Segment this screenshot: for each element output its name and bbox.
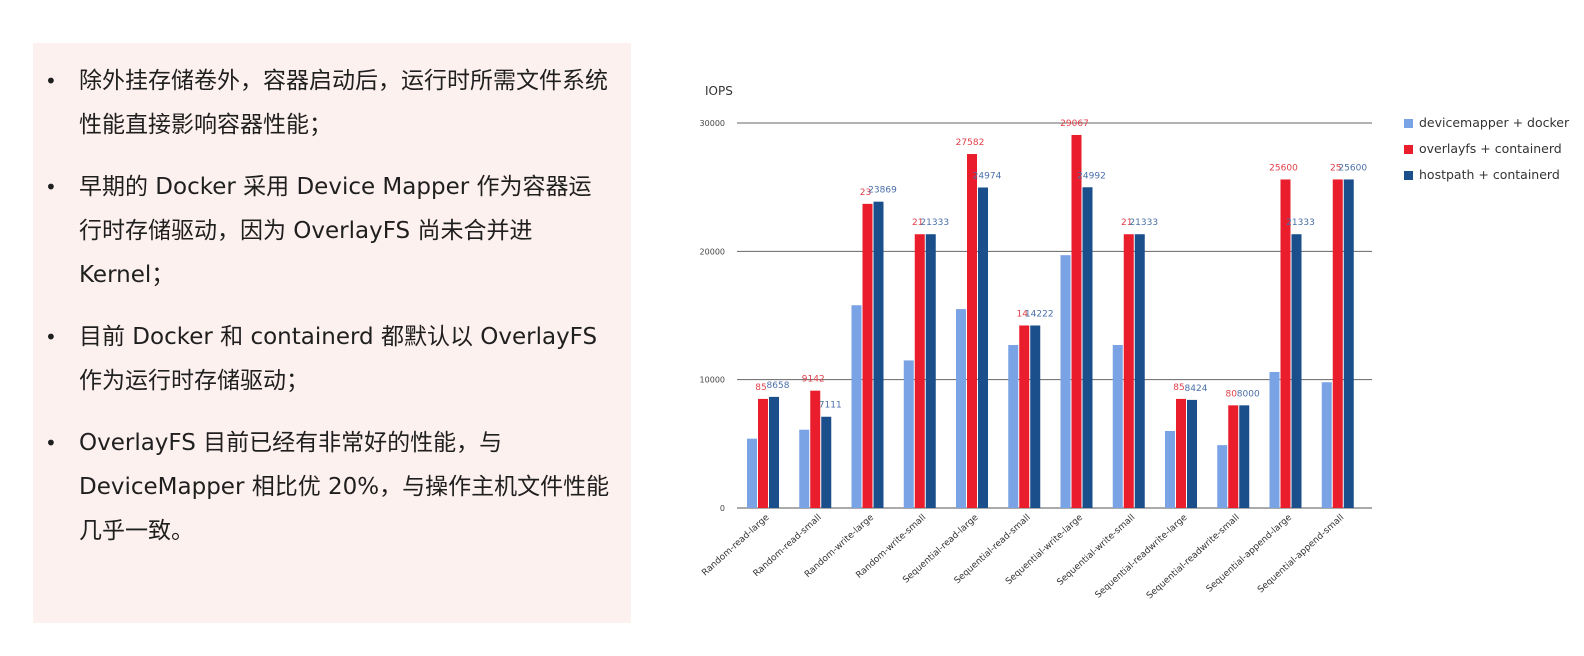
data-label: 25 — [1330, 163, 1341, 173]
bar — [1269, 371, 1280, 508]
data-label: 85 — [755, 383, 766, 393]
bar — [978, 187, 988, 508]
bar — [799, 429, 810, 508]
bar — [1019, 325, 1030, 508]
data-label: 14222 — [1025, 309, 1054, 319]
bullet-dot: • — [45, 69, 57, 93]
bullet-text: 目前 Docker 和 containerd 都默认以 OverlayFS 作为… — [79, 324, 598, 394]
legend-swatch — [1404, 171, 1413, 180]
data-label: 24974 — [973, 172, 1002, 182]
bar — [956, 309, 966, 508]
bar — [1165, 431, 1175, 508]
x-tick-label: Sequential-append-small — [1256, 513, 1346, 596]
bar — [1332, 179, 1343, 508]
data-label: 21333 — [1286, 218, 1315, 228]
bar — [967, 154, 977, 508]
bar — [1291, 234, 1302, 508]
y-tick-label: 0 — [720, 504, 725, 513]
data-label: 27582 — [956, 138, 985, 148]
bar — [1239, 405, 1250, 508]
x-tick-label: Sequential-append-large — [1205, 512, 1295, 594]
data-label: 14 — [1017, 309, 1029, 319]
data-label: 80 — [1226, 389, 1238, 399]
data-label: 7111 — [819, 401, 842, 411]
y-tick-label: 20000 — [700, 247, 725, 256]
y-axis-title: IOPS — [705, 84, 733, 98]
bar — [821, 416, 832, 508]
bullet-text: 除外挂存储卷外，容器启动后，运行时所需文件系统性能直接影响容器性能； — [79, 68, 608, 138]
bar — [769, 396, 779, 508]
bar — [1060, 255, 1071, 508]
data-label: 23 — [860, 188, 871, 198]
legend-label: overlayfs + containerd — [1419, 141, 1562, 156]
bar — [1343, 179, 1354, 508]
y-tick-label: 10000 — [700, 376, 725, 385]
data-label: 24992 — [1077, 171, 1106, 181]
bar — [1123, 234, 1134, 508]
data-label: 8424 — [1185, 384, 1208, 394]
data-label: 8658 — [767, 381, 790, 391]
bullet-item: • 除外挂存储卷外，容器启动后，运行时所需文件系统性能直接影响容器性能； — [43, 59, 611, 147]
bullet-dot: • — [45, 325, 57, 349]
x-tick-label: Sequential-readwrite-small — [1145, 513, 1242, 602]
bar — [1008, 345, 1019, 508]
bullet-item: • OverlayFS 目前已经有非常好的性能，与 DeviceMapper 相比… — [43, 421, 611, 553]
legend-swatch — [1404, 145, 1413, 154]
data-label: 25600 — [1338, 163, 1367, 173]
bullet-dot: • — [45, 431, 57, 455]
bar — [851, 305, 862, 508]
bar — [903, 360, 914, 508]
legend-swatch — [1404, 119, 1413, 128]
bullet-text: 早期的 Docker 采用 Device Mapper 作为容器运行时存储驱动，… — [79, 174, 592, 288]
legend-label: hostpath + containerd — [1419, 167, 1560, 182]
bar — [747, 438, 757, 508]
bar — [914, 234, 925, 508]
data-label: 9142 — [802, 375, 825, 385]
data-label: 21 — [912, 218, 923, 228]
bar — [810, 390, 821, 508]
data-label: 25600 — [1269, 163, 1298, 173]
bar — [1030, 325, 1041, 508]
bullet-item: • 目前 Docker 和 containerd 都默认以 OverlayFS 作… — [43, 315, 611, 403]
y-tick-label: 30000 — [700, 119, 725, 128]
bullet-item: • 早期的 Docker 采用 Device Mapper 作为容器运行时存储驱动… — [43, 165, 611, 297]
text-panel: • 除外挂存储卷外，容器启动后，运行时所需文件系统性能直接影响容器性能； • 早期的 … — [33, 43, 631, 623]
bar — [1321, 382, 1332, 508]
bar — [1112, 345, 1123, 508]
bullet-text: OverlayFS 目前已经有非常好的性能，与 DeviceMapper 相比优… — [79, 430, 610, 544]
bar — [1187, 399, 1197, 508]
bar — [1071, 134, 1082, 508]
bar — [1217, 445, 1228, 508]
bullet-dot: • — [45, 175, 57, 199]
x-tick-label: Sequential-readwrite-large — [1094, 512, 1190, 600]
bar — [925, 234, 936, 508]
data-label: 85 — [1173, 383, 1184, 393]
bar — [1176, 398, 1186, 508]
bar — [1082, 187, 1093, 508]
data-label: 8000 — [1237, 389, 1260, 399]
bar — [873, 201, 884, 509]
data-label: 21333 — [920, 218, 949, 228]
bar — [1134, 234, 1145, 508]
data-label: 23869 — [868, 186, 897, 196]
bar — [1280, 179, 1291, 508]
data-label: 21 — [1121, 218, 1132, 228]
bar — [758, 398, 768, 508]
bar — [862, 203, 873, 508]
data-label: 21333 — [1129, 218, 1158, 228]
bar — [1228, 405, 1239, 508]
bullet-list: • 除外挂存储卷外，容器启动后，运行时所需文件系统性能直接影响容器性能； • 早期的 … — [43, 59, 611, 553]
data-label: 29067 — [1060, 119, 1089, 129]
legend-label: devicemapper + docker — [1419, 115, 1570, 130]
